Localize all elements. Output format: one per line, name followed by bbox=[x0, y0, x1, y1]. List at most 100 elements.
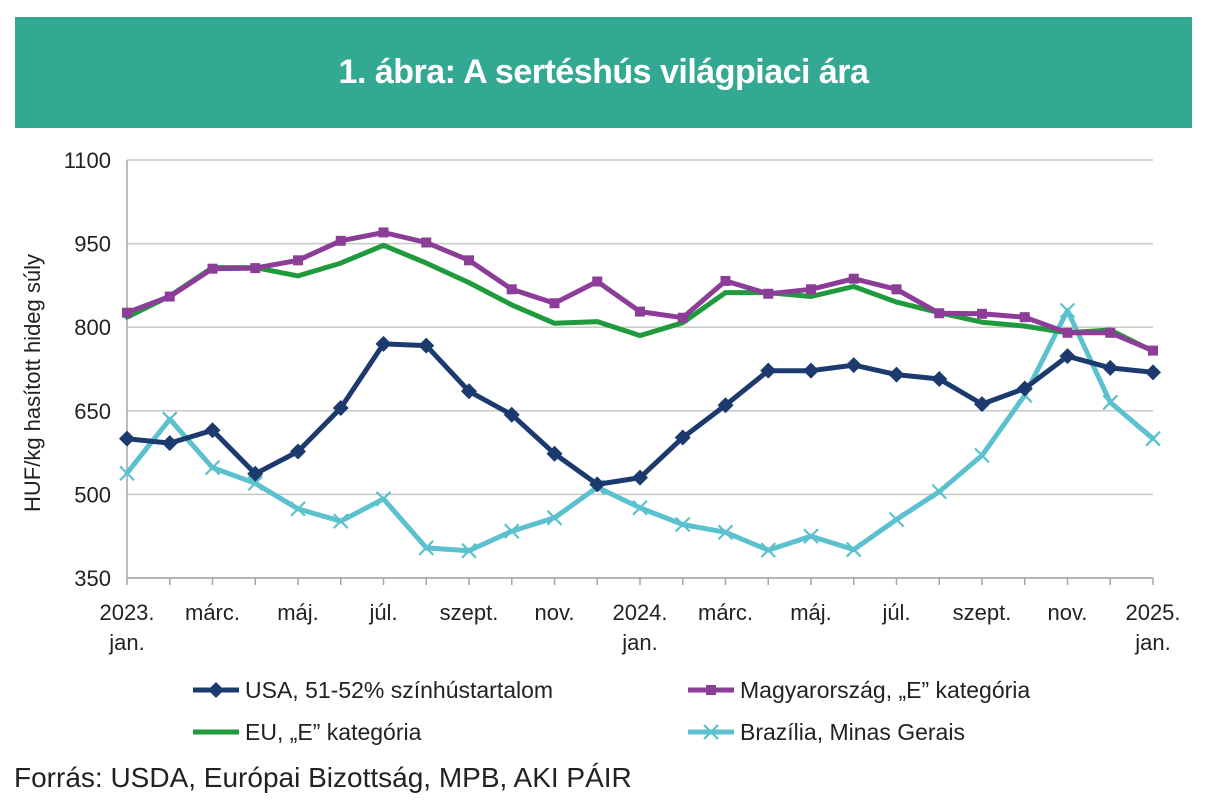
data-point bbox=[888, 511, 905, 528]
data-point bbox=[1016, 380, 1033, 397]
y-tick-label: 650 bbox=[74, 399, 111, 424]
y-tick-label: 350 bbox=[74, 566, 111, 591]
data-point bbox=[461, 542, 477, 559]
legend-marker bbox=[703, 724, 719, 740]
line-chart: 350 500 650 800 950 1100 2023. jan. márc. máj. júl… bbox=[20, 148, 1181, 745]
data-point bbox=[632, 469, 648, 486]
data-point bbox=[290, 443, 306, 460]
series-line bbox=[124, 242, 1156, 354]
x-tick-label: nov. bbox=[1048, 600, 1088, 625]
data-point bbox=[1105, 327, 1116, 338]
data-point bbox=[119, 465, 135, 481]
data-point bbox=[375, 335, 392, 352]
data-point bbox=[845, 357, 862, 374]
source-note: Forrás: USDA, Európai Bizottság, MPB, AK… bbox=[14, 762, 632, 793]
chart-title-bar: 1. ábra: A sertéshús világpiaci ára bbox=[15, 17, 1192, 128]
data-point bbox=[806, 284, 816, 295]
data-point bbox=[1062, 327, 1073, 338]
data-point bbox=[375, 491, 392, 507]
y-tick-label: 950 bbox=[74, 232, 111, 257]
legend-label: USA, 51-52% színhústartalom bbox=[245, 677, 553, 703]
data-point bbox=[717, 524, 734, 541]
x-tick-label: márc. bbox=[185, 600, 240, 625]
data-point bbox=[1059, 348, 1076, 365]
data-point bbox=[418, 540, 435, 556]
data-point bbox=[720, 275, 731, 286]
data-point bbox=[888, 366, 905, 383]
legend-label: Magyarország, „E” kategória bbox=[740, 677, 1030, 703]
x-tick-label: 2024. jan. bbox=[612, 600, 667, 655]
legend-marker bbox=[706, 685, 716, 695]
data-point bbox=[763, 288, 774, 299]
data-point bbox=[717, 397, 734, 414]
data-point bbox=[803, 362, 819, 379]
data-point bbox=[760, 362, 777, 379]
y-axis-label: HUF/kg hasított hideg súly bbox=[20, 254, 45, 512]
series-line bbox=[124, 308, 1156, 554]
data-point bbox=[378, 227, 389, 238]
data-point bbox=[549, 298, 560, 309]
x-tick-label: máj. bbox=[277, 600, 319, 625]
data-point bbox=[592, 276, 603, 287]
data-point bbox=[464, 255, 474, 266]
data-point bbox=[122, 307, 132, 318]
data-point bbox=[974, 396, 990, 413]
data-point bbox=[503, 523, 520, 539]
data-point bbox=[461, 383, 477, 400]
data-point bbox=[674, 516, 691, 533]
data-point bbox=[204, 459, 221, 476]
data-point bbox=[1102, 394, 1119, 411]
data-point bbox=[207, 263, 218, 274]
legend-label: EU, „E” kategória bbox=[245, 719, 422, 745]
data-point bbox=[506, 284, 517, 295]
data-point bbox=[1059, 302, 1076, 319]
data-point bbox=[677, 312, 688, 323]
data-point bbox=[1145, 430, 1161, 447]
data-point bbox=[332, 513, 349, 529]
data-point bbox=[546, 445, 563, 462]
data-point bbox=[934, 308, 945, 319]
x-tick-label: szept. bbox=[953, 600, 1012, 625]
data-point bbox=[421, 237, 432, 248]
data-point bbox=[1148, 345, 1158, 356]
data-point bbox=[674, 429, 691, 446]
x-tick-label: 2025. jan. bbox=[1125, 600, 1180, 655]
data-point bbox=[161, 435, 178, 452]
data-point bbox=[418, 337, 435, 354]
data-point bbox=[760, 542, 777, 558]
data-point bbox=[974, 447, 990, 464]
data-point bbox=[977, 308, 987, 319]
data-point bbox=[204, 422, 221, 439]
data-point bbox=[803, 528, 819, 544]
x-tick-label: márc. bbox=[698, 600, 753, 625]
data-point bbox=[589, 476, 606, 493]
data-point bbox=[1019, 312, 1030, 323]
data-point bbox=[632, 499, 648, 516]
x-tick-label: júl. bbox=[881, 600, 910, 625]
data-point bbox=[247, 465, 264, 482]
data-point bbox=[1102, 359, 1119, 376]
x-tick-label: máj. bbox=[790, 600, 832, 625]
x-tick-label: szept. bbox=[440, 600, 499, 625]
data-point bbox=[332, 400, 349, 417]
data-point bbox=[247, 475, 264, 492]
data-point bbox=[845, 541, 862, 558]
data-point bbox=[546, 510, 563, 526]
x-tick-label: 2023. jan. bbox=[99, 600, 154, 655]
data-point bbox=[161, 411, 178, 427]
data-point bbox=[1145, 364, 1161, 381]
data-point bbox=[290, 501, 306, 517]
data-point bbox=[119, 430, 135, 447]
data-point bbox=[931, 371, 948, 388]
data-point bbox=[293, 255, 303, 266]
x-tick-label: júl. bbox=[368, 600, 397, 625]
chart-title: 1. ábra: A sertéshús világpiaci ára bbox=[338, 53, 869, 91]
series-line bbox=[124, 341, 1156, 487]
data-point bbox=[931, 483, 948, 500]
y-tick-label: 800 bbox=[74, 315, 111, 340]
x-tick-label: nov. bbox=[535, 600, 575, 625]
data-point bbox=[503, 406, 520, 423]
data-point bbox=[164, 291, 175, 302]
data-point bbox=[250, 263, 261, 274]
y-tick-label: 500 bbox=[74, 482, 111, 507]
